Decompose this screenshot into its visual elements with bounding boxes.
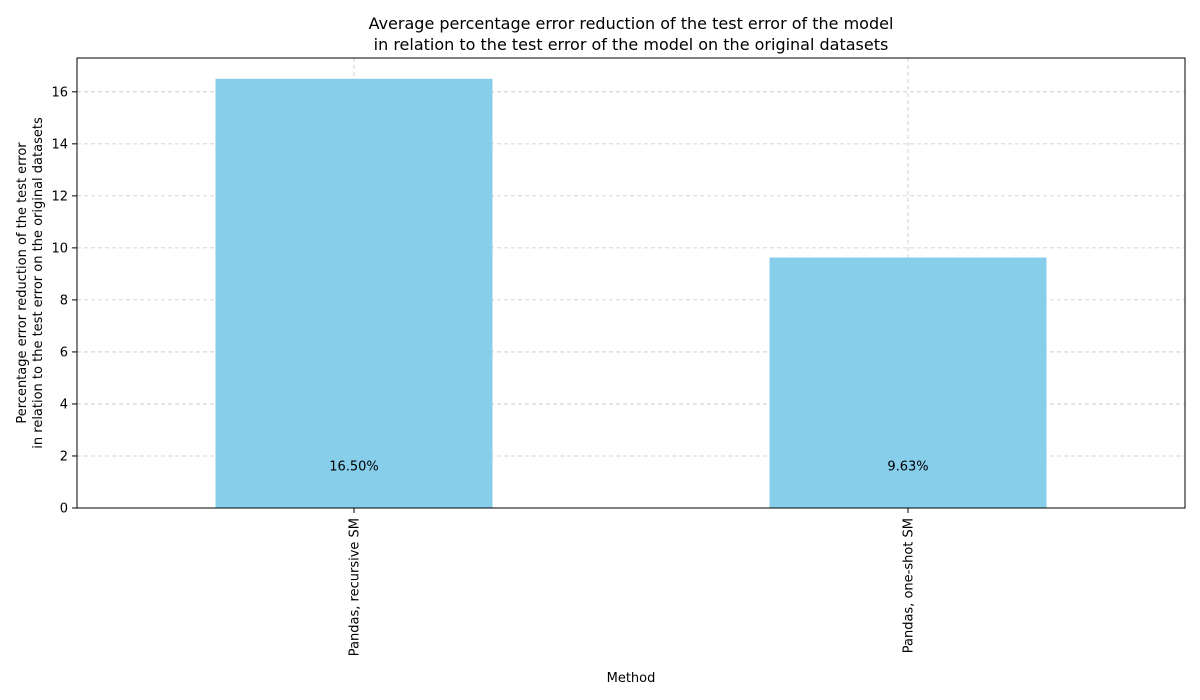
bar-layer: [215, 78, 1047, 508]
y-tick-label: 8: [60, 293, 68, 308]
x-tick-label: Pandas, recursive SM: [348, 518, 363, 656]
x-tick-label: Pandas, one-shot SM: [902, 518, 917, 653]
y-axis-label: Percentage error reduction of the test e…: [15, 117, 46, 449]
y-tick-label: 16: [51, 85, 68, 100]
y-tick-label: 10: [51, 241, 68, 256]
data-label: 9.63%: [887, 459, 928, 474]
x-axis-label: Method: [607, 671, 656, 686]
y-axis-label-line-2: in relation to the test error on the ori…: [31, 117, 46, 449]
bar: [769, 257, 1047, 508]
plot-frame: [76, 57, 1186, 509]
y-tick-label: 14: [51, 137, 68, 152]
y-axis-label-line-1: Percentage error reduction of the test e…: [15, 142, 30, 424]
chart-title-line-1: Average percentage error reduction of th…: [369, 14, 894, 33]
bar: [215, 78, 493, 508]
data-label: 16.50%: [329, 459, 379, 474]
y-tick-label: 4: [60, 397, 68, 412]
chart-title-line-2: in relation to the test error of the mod…: [374, 35, 889, 54]
axis-layer: 0 2 4 6 8 10 12 14 16 Pandas, recursive SM Pandas,…: [51, 57, 1186, 656]
y-tick-label: 0: [60, 502, 68, 517]
y-tick-label: 6: [60, 345, 68, 360]
y-tick-label: 12: [51, 189, 68, 204]
y-tick-label: 2: [60, 449, 68, 464]
data-label-layer: 16.50% 9.63%: [329, 459, 928, 474]
